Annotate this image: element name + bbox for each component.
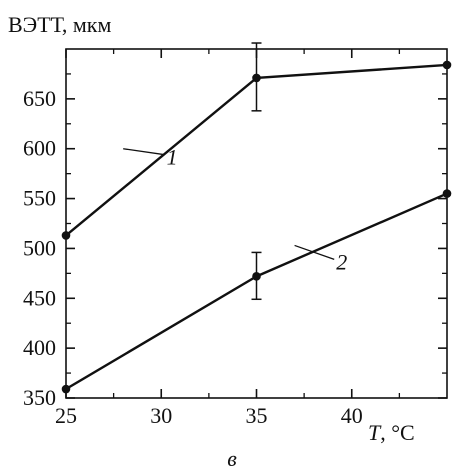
x-axis: 25 30 35 40 xyxy=(55,49,401,428)
y-tick-label: 650 xyxy=(23,86,56,111)
x-tick-label: 35 xyxy=(246,403,268,428)
y-tick-label: 500 xyxy=(23,235,56,260)
series-1: 1 xyxy=(61,42,452,240)
y-tick-label: 550 xyxy=(23,186,56,211)
data-point xyxy=(252,272,261,281)
y-tick-label: 450 xyxy=(23,285,56,310)
x-tick-label: 40 xyxy=(341,403,363,428)
series-2: 2 xyxy=(61,189,452,394)
data-point xyxy=(61,384,71,394)
x-axis-label: T, °C xyxy=(368,420,415,445)
data-point xyxy=(442,189,452,198)
series-layer: 12 xyxy=(61,42,452,394)
y-tick-label: 350 xyxy=(23,385,56,410)
subfigure-label: в xyxy=(227,446,237,471)
x-axis-unit: , °C xyxy=(380,420,414,445)
series-label-leader xyxy=(123,148,165,156)
data-point xyxy=(442,60,452,70)
series-2-label: 2 xyxy=(336,249,347,274)
x-tick-label: 25 xyxy=(55,403,77,428)
y-tick-label: 600 xyxy=(23,136,56,161)
data-point xyxy=(61,231,71,240)
x-axis-symbol: T xyxy=(368,420,382,445)
y-tick-label: 400 xyxy=(23,335,56,360)
y-axis: 350 400 450 500 550 600 650 xyxy=(23,73,447,410)
series-1-label: 1 xyxy=(167,145,178,170)
series-label-leader xyxy=(294,244,335,260)
x-tick-label: 30 xyxy=(150,403,172,428)
y-axis-label: ВЭТТ, мкм xyxy=(8,12,111,37)
data-point xyxy=(252,73,261,83)
